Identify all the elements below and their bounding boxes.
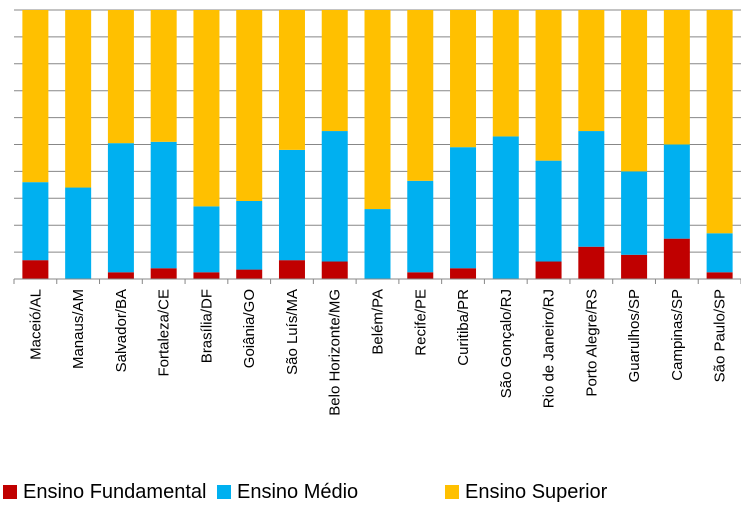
bar-segment [193, 206, 220, 273]
x-tick-label: Manaus/AM [70, 289, 87, 369]
bar-segment [321, 10, 348, 132]
bar-segment [407, 10, 434, 181]
bar-segment [150, 10, 177, 142]
bar-segment [663, 144, 690, 239]
bar-segment [278, 10, 305, 150]
x-tick-label: Maceió/AL [27, 289, 44, 360]
x-axis-ticks [13, 279, 741, 284]
bar-segment [236, 200, 263, 270]
bar-segment [621, 10, 648, 172]
bar-segment [193, 10, 220, 207]
bar-segment [22, 10, 49, 183]
bar-segment [22, 260, 49, 279]
bar-segment [321, 261, 348, 279]
bar-segment [663, 238, 690, 279]
bar-segment [364, 10, 391, 210]
x-tick-label: Belém/PA [370, 289, 387, 355]
bar-segment [706, 272, 733, 279]
legend: Ensino Fundamental Ensino Médio Ensino Sup… [3, 481, 608, 503]
bar-segment [65, 10, 92, 188]
x-tick-label: Belo Horizonte/MG [327, 289, 344, 416]
legend-label: Ensino Superior [465, 481, 608, 503]
bar-segment [107, 10, 134, 144]
bar-segment [150, 141, 177, 269]
legend-swatch [445, 485, 459, 499]
bar-segment [578, 10, 605, 132]
bar-segment [364, 209, 391, 279]
bar-segment [22, 182, 49, 261]
bar-segment [621, 171, 648, 255]
x-tick-label: Guarulhos/SP [626, 289, 643, 382]
bar-segment [578, 131, 605, 247]
x-tick-label: Fortaleza/CE [156, 289, 173, 377]
x-tick-label: Curitiba/PR [455, 289, 472, 366]
bar-segment [150, 268, 177, 279]
bar-segment [278, 149, 305, 261]
x-tick-label: São Paulo/SP [712, 289, 729, 382]
bar-segment [107, 143, 134, 273]
bar-segment [278, 260, 305, 279]
bar-segment [706, 10, 733, 234]
bars [22, 10, 733, 279]
bar-segment [492, 136, 519, 279]
x-tick-label: Brasília/DF [198, 289, 215, 363]
bar-segment [107, 272, 134, 279]
bar-segment [450, 147, 477, 269]
bar-segment [535, 10, 562, 161]
bar-segment [535, 160, 562, 262]
bar-segment [706, 233, 733, 273]
bar-segment [621, 254, 648, 279]
x-tick-label: Recife/PE [412, 289, 429, 356]
bar-segment [535, 261, 562, 279]
bar-segment [65, 187, 92, 279]
legend-swatch [3, 485, 17, 499]
legend-label: Ensino Médio [237, 481, 358, 503]
x-tick-label: Rio de Janeiro/RJ [541, 289, 558, 408]
bar-segment [321, 131, 348, 262]
x-tick-label: São Gonçalo/RJ [498, 289, 515, 398]
legend-swatch [217, 485, 231, 499]
bar-segment [450, 10, 477, 148]
x-axis-labels: Maceió/AL Manaus/AM Salvador/BA Fortaleza/C… [27, 289, 728, 416]
bar-segment [236, 269, 263, 279]
x-tick-label: Campinas/SP [669, 289, 686, 381]
bar-segment [492, 10, 519, 137]
bar-segment [236, 10, 263, 201]
bar-segment [663, 10, 690, 145]
legend-label: Ensino Fundamental [23, 481, 206, 503]
bar-segment [407, 180, 434, 273]
x-tick-label: Salvador/BA [113, 289, 130, 372]
bar-segment [450, 268, 477, 279]
x-tick-label: Goiânia/GO [241, 289, 258, 368]
x-tick-label: São Luís/MA [284, 289, 301, 375]
bar-segment [407, 272, 434, 279]
x-tick-label: Porto Alegre/RS [583, 289, 600, 397]
bar-segment [578, 246, 605, 279]
bar-segment [193, 272, 220, 279]
